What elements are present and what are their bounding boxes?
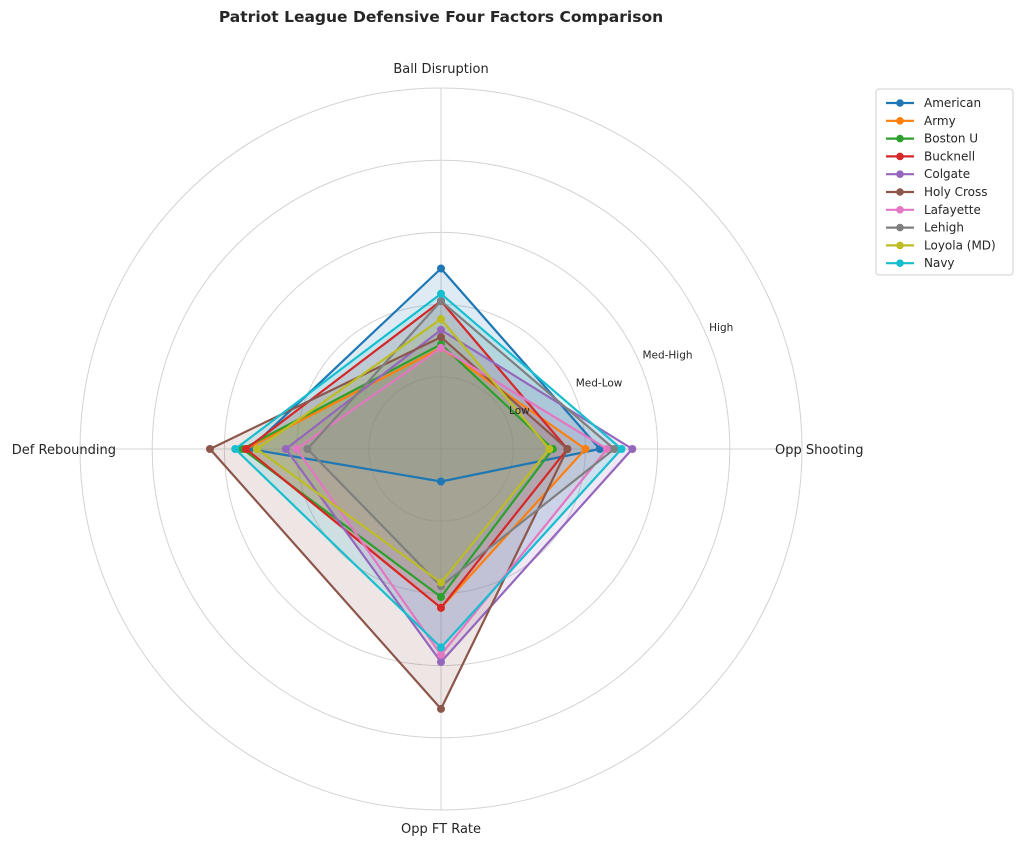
legend-label: Boston U [924, 132, 978, 146]
series-fill [249, 268, 600, 482]
legend-marker [896, 241, 904, 250]
legend-marker [896, 170, 904, 178]
series-lines [205, 264, 637, 713]
data-point [437, 315, 445, 324]
data-point [205, 445, 214, 453]
chart-title: Patriot League Defensive Four Factors Co… [219, 8, 663, 26]
series-fill [235, 293, 622, 648]
data-point [545, 445, 554, 453]
ring-label: High [709, 322, 733, 334]
legend: American Army Boston U Bucknell Colgate Holy … [875, 88, 1014, 276]
legend-label: Navy [924, 256, 955, 270]
legend-marker [896, 188, 904, 196]
axis-label: Opp Shooting [775, 443, 863, 458]
data-point [563, 445, 572, 453]
data-point [292, 445, 301, 453]
data-point [437, 289, 445, 298]
data-point [437, 477, 445, 486]
data-point [603, 445, 612, 453]
data-point [437, 325, 445, 334]
legend-marker [896, 99, 904, 107]
data-point [617, 445, 626, 453]
legend-marker [896, 152, 904, 161]
axis-labels: Ball Disruption Opp Shooting Opp FT Rate De… [12, 62, 864, 837]
ring-label: Med-High [642, 350, 692, 362]
data-point [437, 343, 445, 352]
data-point [437, 603, 445, 612]
data-point [281, 445, 290, 453]
axis-label: Opp FT Rate [401, 822, 481, 837]
data-point [437, 704, 445, 713]
legend-marker [896, 117, 904, 125]
series-fill [256, 319, 550, 583]
ring-label: Med-Low [576, 377, 623, 389]
ring-label: Low [509, 405, 530, 417]
legend-marker [896, 223, 904, 232]
series-fill [210, 337, 568, 709]
axis-label: Def Rebounding [12, 443, 116, 458]
data-point [581, 445, 590, 453]
data-point [242, 445, 251, 453]
series-fill [285, 329, 633, 662]
legend-label: Holy Cross [924, 185, 988, 199]
legend-label: Colgate [924, 167, 970, 181]
data-point [437, 333, 445, 342]
legend-label: Bucknell [924, 149, 975, 163]
data-point [437, 296, 445, 305]
data-point [252, 445, 261, 453]
data-point [231, 445, 240, 453]
data-point [437, 657, 445, 666]
series-fill [242, 344, 553, 597]
legend-label: American [924, 96, 981, 110]
series-fills [210, 268, 633, 709]
data-point [628, 445, 637, 453]
data-point [610, 445, 619, 453]
legend-marker [896, 206, 904, 214]
data-point [303, 445, 312, 453]
legend-label: Army [924, 114, 956, 128]
legend-label: Lehigh [924, 221, 964, 235]
axis-label: Ball Disruption [393, 62, 488, 77]
legend-marker [896, 134, 904, 143]
data-point [437, 593, 445, 602]
legend-marker [896, 259, 904, 268]
data-point [437, 650, 445, 659]
legend-label: Loyola (MD) [924, 238, 996, 252]
legend-label: Lafayette [924, 203, 981, 217]
data-point [437, 578, 445, 587]
data-point [437, 264, 445, 273]
ring-labels: Low Med-Low Med-High High [509, 322, 733, 417]
data-point [437, 643, 445, 652]
